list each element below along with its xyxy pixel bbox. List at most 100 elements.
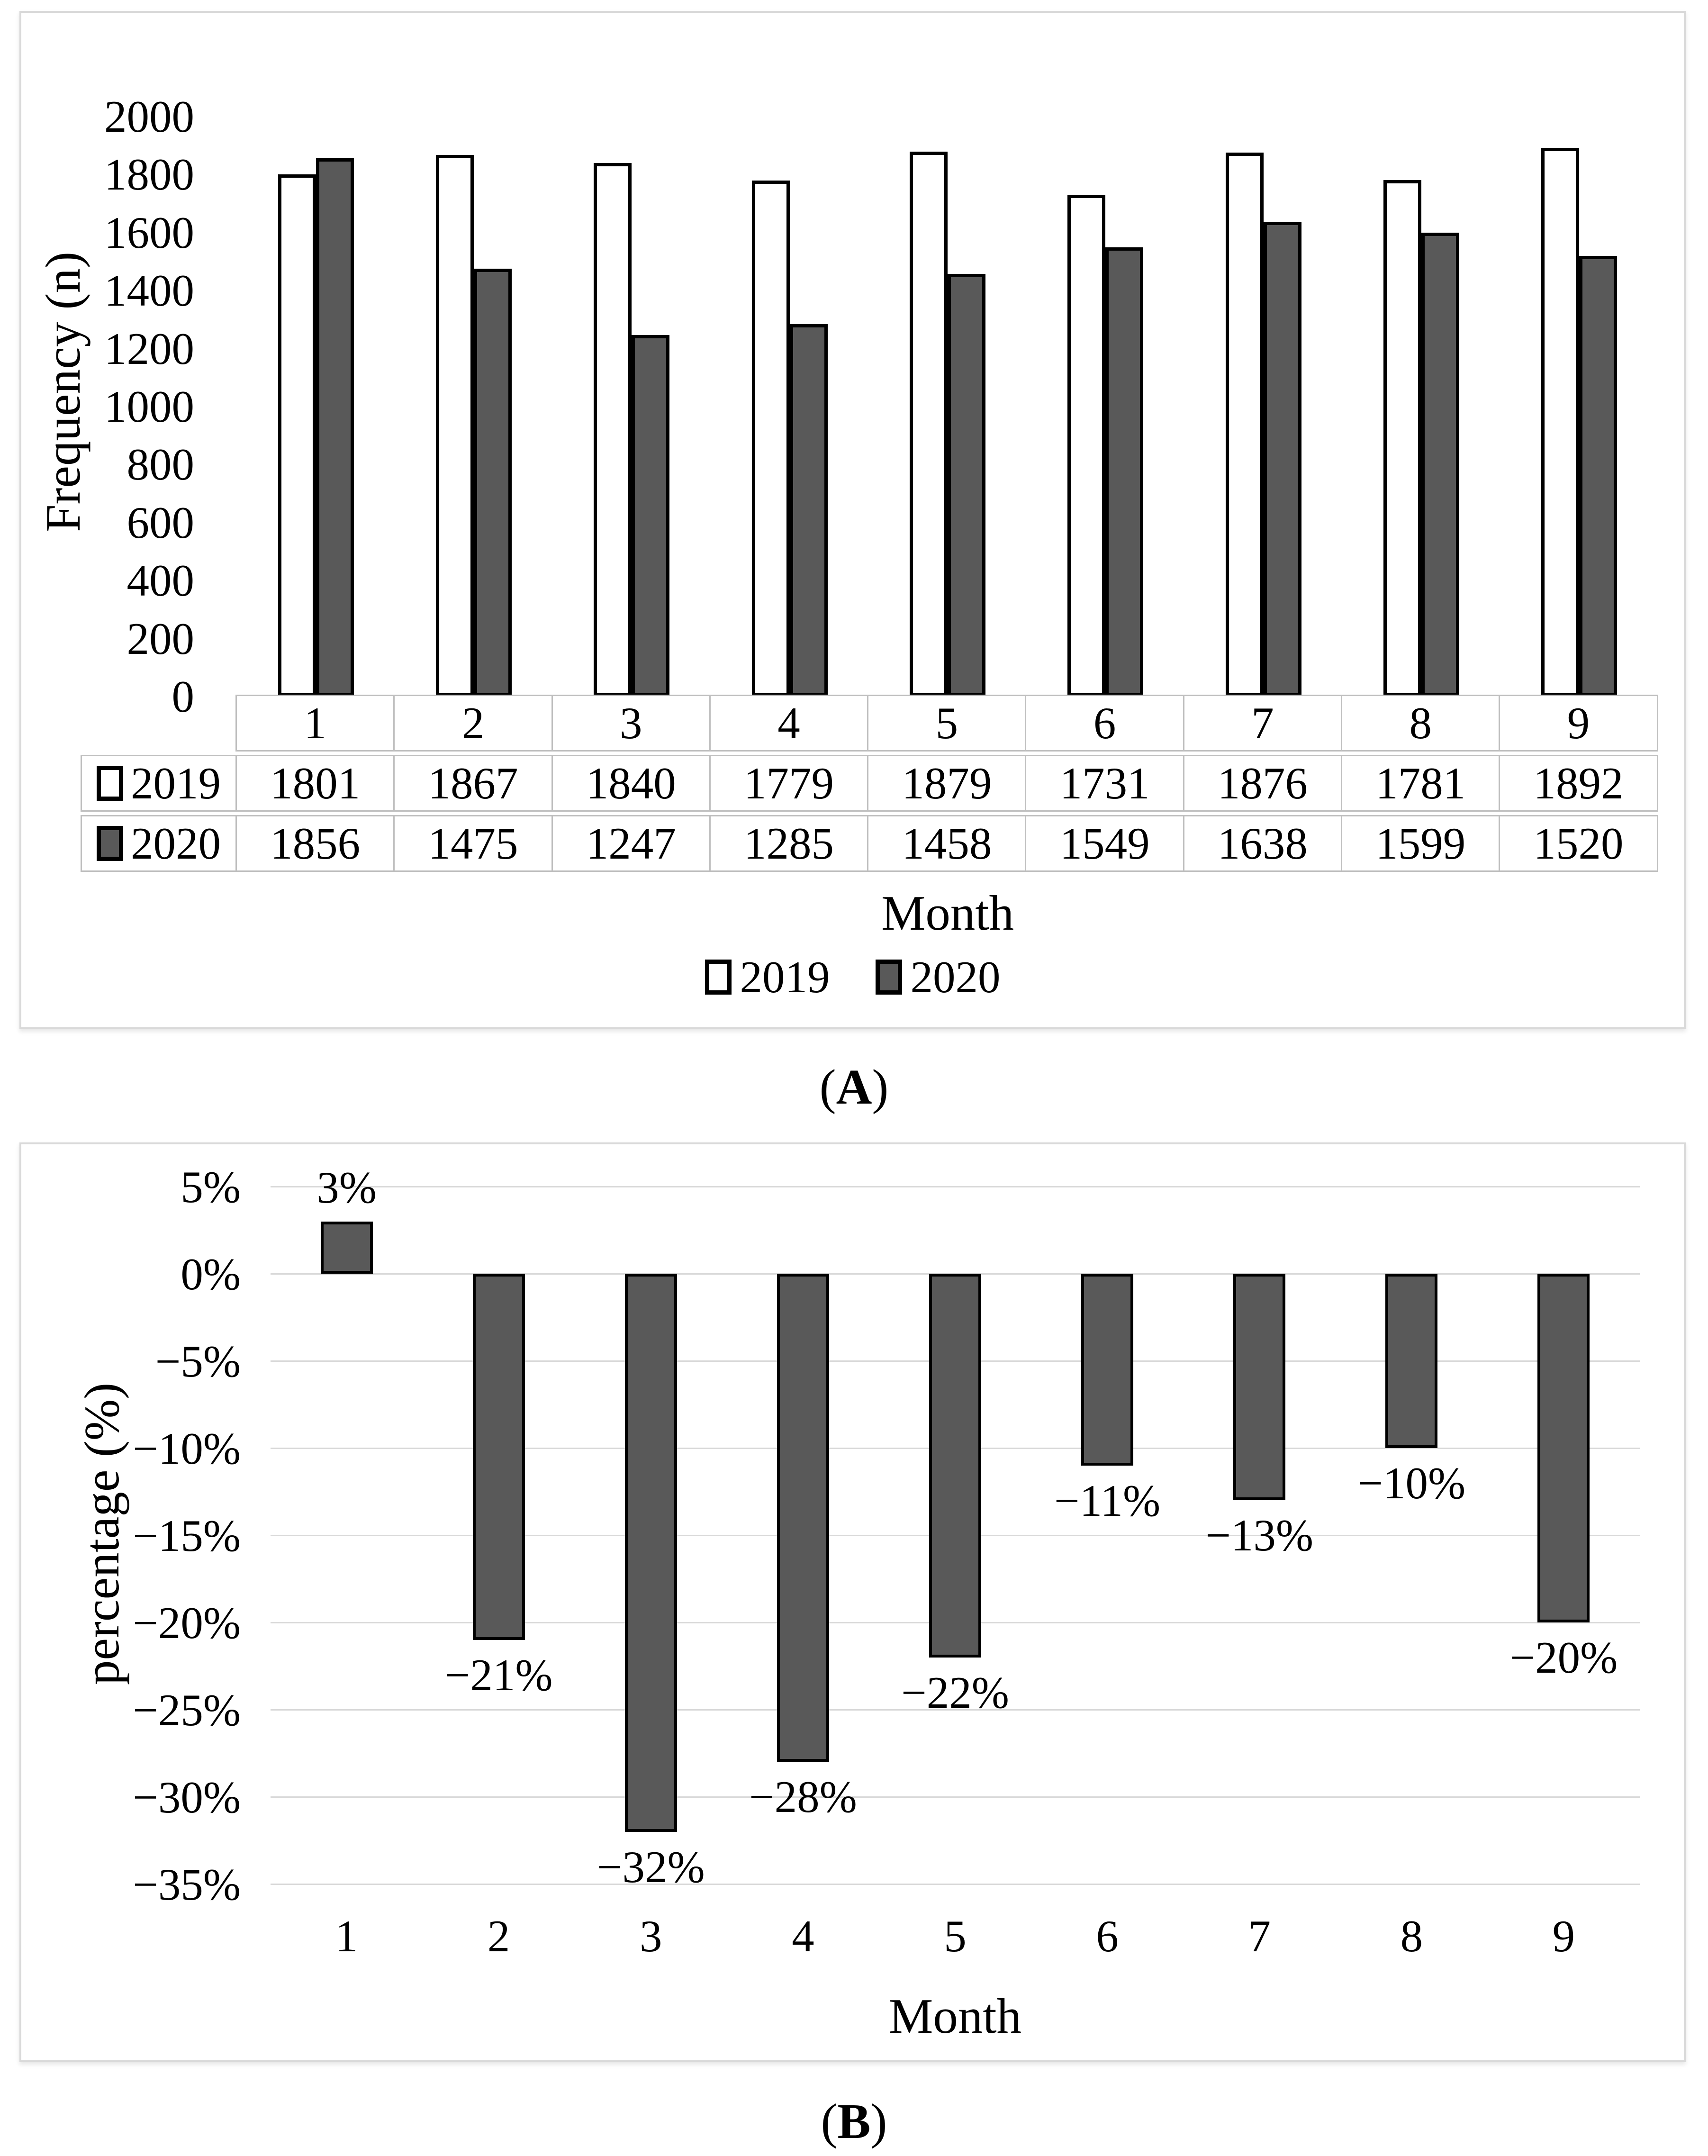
- panel-a-y-tick: 1400: [104, 265, 194, 316]
- panel-a-table-month-header: 7: [1183, 695, 1343, 752]
- panel-b-y-tick: 5%: [181, 1162, 241, 1212]
- panel-b-bar-month-8: [1385, 1274, 1438, 1448]
- panel-a-y-tick: 2000: [104, 91, 194, 142]
- panel-b-data-label-month-8: −10%: [1357, 1458, 1466, 1508]
- panel-a-y-tick: 1000: [104, 381, 194, 432]
- caption-b-close-paren: ): [870, 2093, 887, 2149]
- panel-a-bar-2019-month-6: [1067, 194, 1106, 697]
- panel-a-table-row-label-2020: 2020: [81, 815, 237, 872]
- panel-b-gridline: [271, 1796, 1640, 1798]
- panel-a-table-value-2019-month-5: 1879: [867, 755, 1027, 812]
- panel-b-x-tick: 9: [1552, 1911, 1575, 1961]
- panel-a-table-row-label-2019: 2019: [81, 755, 237, 812]
- panel-a-bar-2020-month-2: [474, 269, 512, 697]
- panel-a-table-value-2020-month-2: 1475: [393, 815, 553, 872]
- legend-swatch-2020-icon: [97, 826, 123, 861]
- panel-a-y-tick-labels: 0 200 400 600 800 1000 1200 1400 1600 1800 2000: [21, 91, 195, 722]
- caption-a-close-paren: ): [872, 1059, 889, 1114]
- caption-b-letter: B: [837, 2093, 871, 2149]
- caption-a: (A): [0, 1058, 1708, 1116]
- panel-a-y-tick: 1800: [104, 149, 194, 200]
- panel-b-bar-month-2: [472, 1274, 525, 1640]
- panel-b-data-label-month-2: −21%: [444, 1649, 553, 1700]
- panel-b-y-tick: −15%: [133, 1511, 241, 1561]
- panel-a-bar-2020-month-6: [1105, 247, 1144, 697]
- panel-b-gridline: [271, 1709, 1640, 1711]
- panel-a-bar-2019-month-4: [751, 181, 790, 697]
- panel-b-data-label-month-4: −28%: [749, 1772, 857, 1822]
- caption-a-open-paren: (: [819, 1059, 836, 1114]
- panel-a-y-tick: 800: [127, 439, 195, 490]
- panel-a-bar-2020-month-7: [1263, 221, 1301, 697]
- legend-swatch-2019-icon: [705, 960, 732, 995]
- panel-b-x-tick-labels: 1 2 3 4 5 6 7 8 9: [271, 1910, 1640, 1963]
- panel-a-table-month-header: 5: [867, 695, 1027, 752]
- panel-b-bar-month-1: [320, 1221, 373, 1274]
- panel-a-bar-2020-month-5: [948, 273, 985, 697]
- panel-b-x-tick: 7: [1248, 1911, 1271, 1961]
- panel-a-table-row-label-text: 2020: [131, 818, 221, 869]
- panel-b-y-tick: −5%: [155, 1336, 241, 1386]
- panel-a-bar-2020-month-8: [1421, 233, 1459, 697]
- panel-a-table-month-header: 8: [1341, 695, 1500, 752]
- caption-b: (B): [0, 2092, 1708, 2151]
- caption-b-open-paren: (: [821, 2093, 838, 2149]
- legend-swatch-2020-icon: [875, 960, 902, 995]
- panel-b-x-tick: 6: [1096, 1911, 1119, 1961]
- panel-a-table-value-2019-month-7: 1876: [1183, 755, 1343, 812]
- panel-b-x-tick: 1: [335, 1911, 358, 1961]
- panel-b-y-tick: −30%: [133, 1772, 241, 1822]
- panel-a-legend-label: 2020: [910, 952, 1001, 1002]
- panel-b-y-tick: −10%: [133, 1423, 241, 1474]
- panel-a-table-value-2020-month-7: 1638: [1183, 815, 1343, 872]
- panel-a-table-value-2020-month-5: 1458: [867, 815, 1027, 872]
- panel-a-bar-2020-month-9: [1579, 255, 1618, 697]
- panel-b-plot-area: 3% −21% −32% −28% −22% −11% −13% −10% −20%: [271, 1162, 1640, 1892]
- panel-a-table-value-2019-month-4: 1779: [709, 755, 869, 812]
- panel-a-table-month-header: 9: [1499, 695, 1658, 752]
- panel-b-y-tick: 0%: [181, 1249, 241, 1299]
- panel-a-bar-2020-month-4: [789, 324, 828, 697]
- panel-a-table-value-2020-month-3: 1247: [551, 815, 711, 872]
- panel-a-table-month-header: 4: [709, 695, 869, 752]
- panel-a-table-corner-cell: [81, 695, 237, 752]
- panel-a-bar-2019-month-9: [1541, 148, 1580, 697]
- panel-a-table-month-header: 2: [393, 695, 553, 752]
- legend-swatch-2019-icon: [97, 766, 123, 801]
- panel-b-y-tick: −25%: [133, 1685, 241, 1735]
- panel-a-table-value-2019-month-9: 1892: [1499, 755, 1658, 812]
- panel-b-bar-month-5: [929, 1274, 981, 1658]
- panel-a-bar-2019-month-3: [594, 163, 632, 697]
- panel-a-table-month-header: 3: [551, 695, 711, 752]
- panel-b-x-tick: 5: [944, 1911, 967, 1961]
- panel-b-x-tick: 4: [792, 1911, 814, 1961]
- panel-a-plot-area: [237, 117, 1658, 697]
- panel-a-data-table: 1 2 3 4 5 6 7 8 9 2019 1801 1867 1840 1779 1879 1731 187…: [81, 695, 1658, 872]
- panel-b-data-label-month-7: −13%: [1205, 1510, 1314, 1561]
- panel-a-legend-item-2020: 2020: [875, 951, 1001, 1003]
- panel-a-bar-2019-month-7: [1225, 152, 1264, 697]
- panel-b-bar-month-9: [1537, 1274, 1590, 1622]
- panel-b-x-tick: 2: [487, 1911, 510, 1961]
- panel-a-legend-item-2019: 2019: [705, 951, 830, 1003]
- panel-b-gridline: [271, 1186, 1640, 1187]
- panel-b-data-label-month-9: −20%: [1509, 1632, 1618, 1683]
- panel-a-table-value-2020-month-6: 1549: [1025, 815, 1184, 872]
- panel-a-table-row-label-text: 2019: [131, 758, 221, 808]
- panel-b-y-tick: −20%: [133, 1598, 241, 1648]
- panel-b-data-label-month-1: 3%: [316, 1162, 377, 1213]
- panel-b-y-tick-labels: 5% 0% −5% −10% −15% −20% −25% −30% −35%: [21, 1162, 241, 1910]
- panel-b-bar-month-3: [624, 1274, 677, 1832]
- panel-a-y-tick: 1600: [104, 207, 194, 258]
- panel-a-table-value-2020-month-4: 1285: [709, 815, 869, 872]
- panel-a-table-value-2019-month-2: 1867: [393, 755, 553, 812]
- panel-a-legend-label: 2019: [740, 952, 830, 1002]
- panel-a-y-tick: 400: [127, 555, 195, 606]
- panel-b-x-axis-title: Month: [888, 1988, 1022, 2044]
- panel-a-table-value-2019-month-6: 1731: [1025, 755, 1184, 812]
- caption-a-letter: A: [836, 1059, 872, 1114]
- panel-b-x-tick: 8: [1400, 1911, 1423, 1961]
- panel-b-data-label-month-5: −22%: [901, 1667, 1009, 1718]
- panel-b-data-label-month-6: −11%: [1054, 1475, 1161, 1526]
